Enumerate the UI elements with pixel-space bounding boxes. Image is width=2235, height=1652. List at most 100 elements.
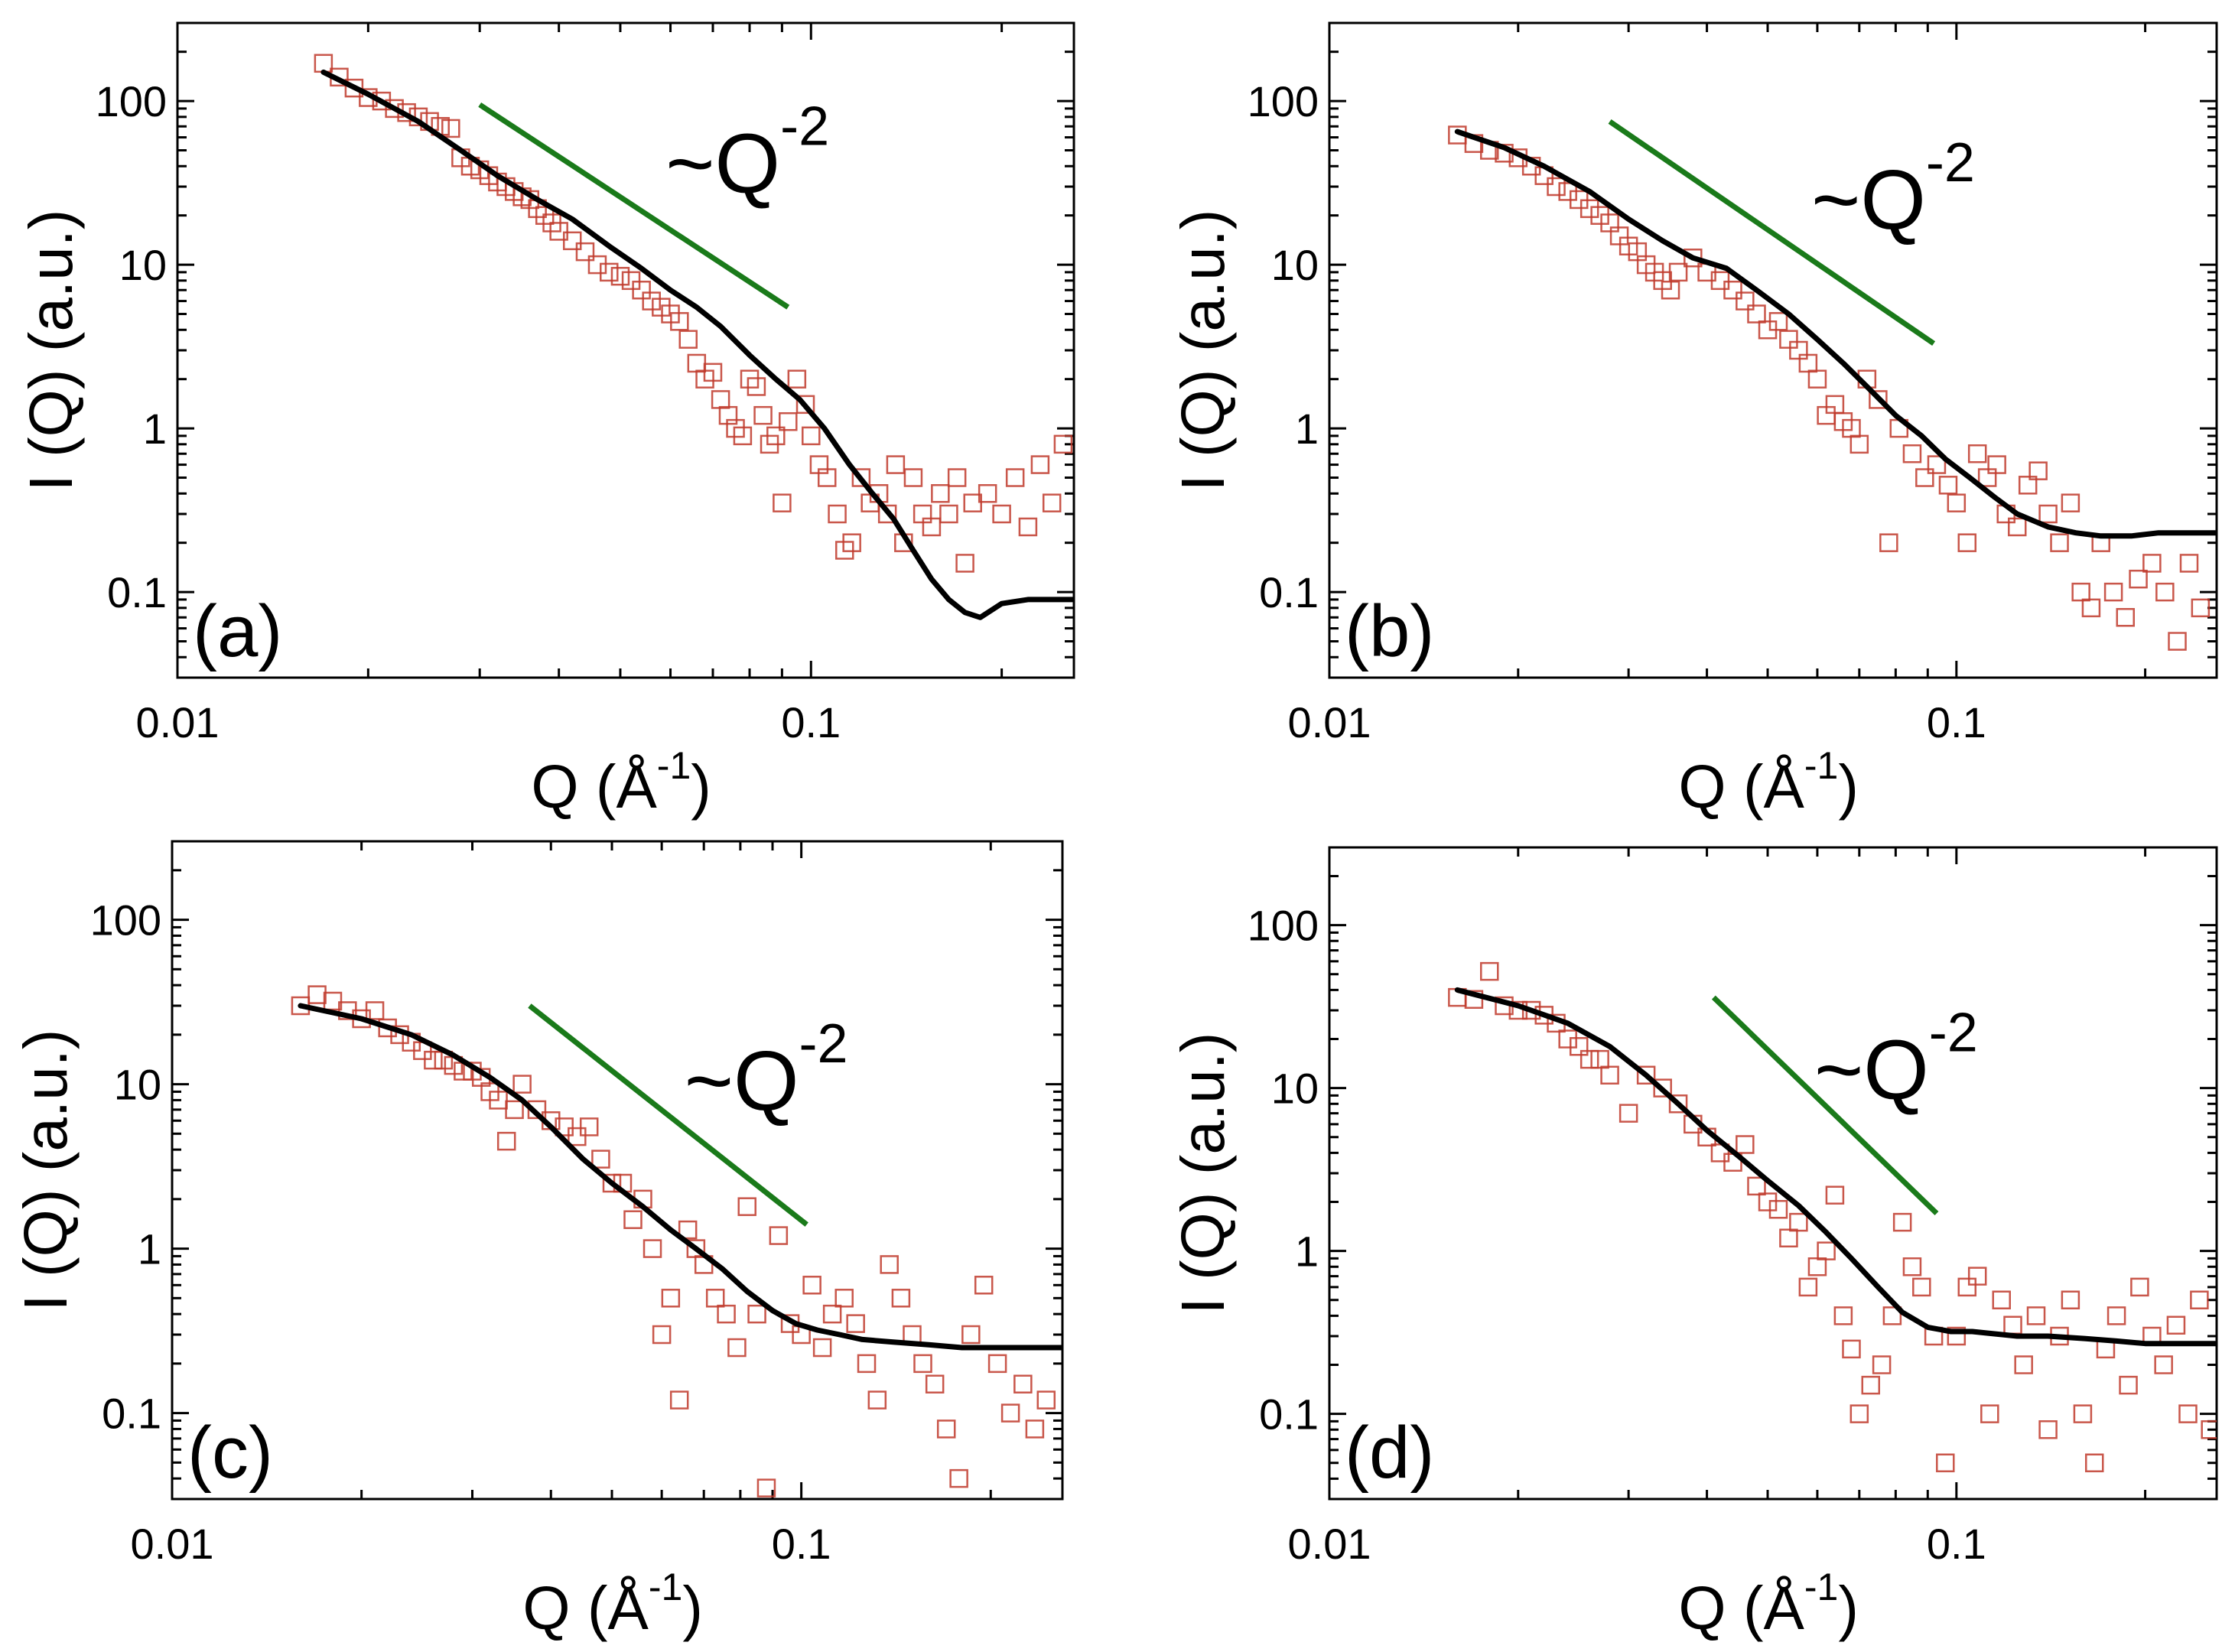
data-point xyxy=(795,395,815,415)
data-point xyxy=(949,1468,968,1488)
data-point xyxy=(857,1354,877,1374)
data-point xyxy=(1036,1390,1056,1410)
panel-label: (d) xyxy=(1345,1412,1434,1494)
data-point xyxy=(1977,468,1997,487)
data-point xyxy=(955,554,974,573)
data-point xyxy=(1879,533,1898,552)
data-point xyxy=(1747,1176,1766,1196)
plot-area xyxy=(291,985,1062,1498)
data-point xyxy=(1569,1037,1589,1056)
data-point xyxy=(632,281,651,300)
data-point xyxy=(903,468,923,487)
data-point xyxy=(2116,608,2136,627)
slope-line xyxy=(1711,995,1939,1216)
data-point xyxy=(1480,961,1499,981)
data-point xyxy=(1005,468,1025,487)
data-point xyxy=(1053,434,1073,454)
data-point xyxy=(711,390,730,409)
data-point xyxy=(828,504,847,524)
plot-area xyxy=(1448,961,2217,1472)
data-point xyxy=(1817,1241,1836,1260)
data-point xyxy=(2018,476,2038,495)
data-point xyxy=(314,54,333,73)
y-tick-label: 1 xyxy=(138,1225,161,1273)
data-point xyxy=(643,1239,662,1258)
data-point xyxy=(1938,476,1958,495)
data-point xyxy=(579,1117,599,1137)
slope-annotation: ~Q-2 xyxy=(1811,132,1975,247)
slope-annotation: ~Q-2 xyxy=(665,96,829,211)
data-point xyxy=(925,1374,945,1393)
data-point xyxy=(2201,1420,2217,1439)
slope-annotation: ~Q-2 xyxy=(1814,1003,1978,1117)
data-point xyxy=(727,1338,747,1358)
data-point xyxy=(2061,1290,2080,1309)
x-tick-label: 0.1 xyxy=(781,698,841,746)
data-point xyxy=(1869,390,1888,409)
y-tick-label: 10 xyxy=(114,1061,161,1109)
data-point xyxy=(922,517,942,537)
data-point xyxy=(1653,1078,1672,1098)
data-point xyxy=(2026,1306,2046,1325)
fit-curve xyxy=(320,69,1074,620)
data-point xyxy=(678,330,698,349)
data-point xyxy=(385,99,404,119)
data-point xyxy=(1842,1339,1861,1359)
y-tick-label: 0.1 xyxy=(1259,1390,1319,1439)
data-point xyxy=(851,468,871,487)
data-point xyxy=(703,363,723,382)
data-point xyxy=(2190,1290,2209,1309)
data-point xyxy=(365,1001,385,1020)
data-point xyxy=(2084,1453,2104,1472)
data-point xyxy=(1558,1029,1577,1049)
data-point xyxy=(1747,304,1766,324)
data-point xyxy=(756,1478,776,1498)
data-point xyxy=(1861,1375,1881,1395)
data-point xyxy=(344,78,364,98)
x-axis-title: Q (Å-1) xyxy=(531,744,711,821)
data-point xyxy=(2178,1404,2198,1423)
data-point xyxy=(1521,1000,1541,1020)
data-point xyxy=(913,1354,932,1374)
data-point xyxy=(1872,1355,1892,1374)
data-point xyxy=(2071,582,2090,602)
data-point xyxy=(669,1390,689,1410)
data-point xyxy=(1992,1290,2011,1309)
data-point xyxy=(1464,990,1484,1009)
panel-label: (c) xyxy=(187,1412,273,1494)
data-point xyxy=(1902,1257,1922,1276)
y-tick-label: 10 xyxy=(1271,241,1319,289)
x-tick-label: 0.01 xyxy=(136,698,220,746)
data-point xyxy=(568,1127,587,1146)
data-point xyxy=(1668,262,1688,282)
data-point xyxy=(1849,1404,1869,1423)
data-point xyxy=(1636,1065,1656,1085)
data-point xyxy=(2142,554,2162,573)
data-point xyxy=(670,312,689,331)
data-point xyxy=(1758,1192,1778,1211)
data-point xyxy=(1807,369,1827,389)
data-point xyxy=(661,1289,681,1308)
y-axis-title: I (Q) (a.u.) xyxy=(11,1029,80,1312)
data-point xyxy=(886,455,906,474)
data-point xyxy=(992,504,1011,524)
data-point xyxy=(842,533,861,552)
data-point xyxy=(1807,1257,1827,1276)
fit-curve xyxy=(1454,987,2217,1347)
x-axis-title: Q (Å-1) xyxy=(522,1566,703,1642)
y-axis-title: I (Q) (a.u.) xyxy=(1169,210,1237,492)
data-point xyxy=(623,1210,643,1229)
data-point xyxy=(1915,468,1934,487)
data-point xyxy=(963,493,982,512)
x-tick-label: 0.1 xyxy=(1927,698,1986,746)
data-point xyxy=(441,119,460,138)
data-point xyxy=(961,1325,981,1345)
data-point xyxy=(1668,1094,1688,1114)
x-tick-label: 0.01 xyxy=(1288,698,1371,746)
data-point xyxy=(1798,1277,1818,1297)
plot-frame xyxy=(1328,846,2218,1501)
data-point xyxy=(802,426,821,446)
data-point xyxy=(1789,1212,1808,1232)
data-point xyxy=(2179,554,2199,573)
